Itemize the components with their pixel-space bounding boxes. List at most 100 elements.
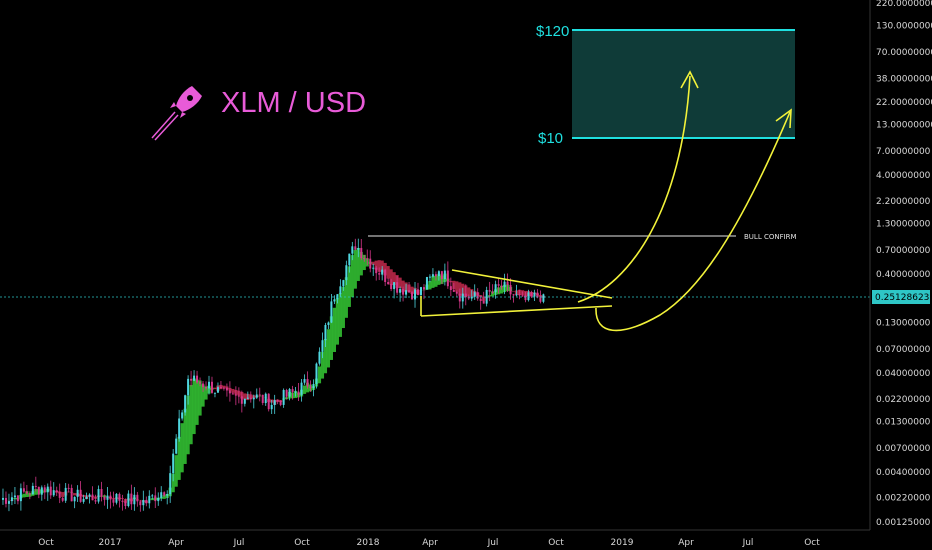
candle-body bbox=[208, 381, 210, 389]
candle-body bbox=[187, 378, 190, 396]
candle-body bbox=[309, 386, 312, 389]
candle-body bbox=[500, 285, 503, 288]
candle-body bbox=[7, 501, 10, 504]
candle-body bbox=[31, 485, 34, 495]
candle-body bbox=[315, 363, 318, 385]
candle-body bbox=[40, 487, 43, 495]
candle-body bbox=[118, 493, 121, 501]
candle-body bbox=[279, 401, 282, 405]
candle-body bbox=[339, 286, 342, 295]
candle-body bbox=[127, 493, 130, 507]
candle-body bbox=[46, 486, 49, 493]
candle-body bbox=[61, 497, 64, 501]
candle-body bbox=[82, 498, 85, 502]
candle-body bbox=[13, 495, 16, 498]
candle-body bbox=[190, 378, 193, 381]
y-tick-label: 0.07000000 bbox=[876, 345, 931, 355]
candle-body bbox=[363, 258, 366, 260]
candle-body bbox=[470, 296, 473, 299]
candle-body bbox=[16, 495, 19, 502]
candle-body bbox=[390, 284, 393, 290]
candle-body bbox=[142, 499, 145, 506]
target-high-label: $120 bbox=[536, 23, 569, 40]
y-tick-label: 0.02200000 bbox=[876, 395, 931, 405]
candle-body bbox=[175, 438, 178, 454]
candle-body bbox=[121, 500, 124, 502]
candle-body bbox=[518, 294, 521, 296]
candle-body bbox=[79, 489, 82, 502]
candle-body bbox=[542, 294, 545, 302]
candle-body bbox=[351, 246, 354, 254]
candle-body bbox=[318, 351, 321, 364]
candle-body bbox=[73, 496, 76, 502]
candle-body bbox=[354, 246, 357, 250]
candle-body bbox=[10, 497, 13, 502]
candle-body bbox=[94, 500, 97, 502]
candle-body bbox=[449, 286, 452, 290]
candle-body bbox=[419, 287, 422, 296]
candle-body bbox=[91, 494, 94, 501]
candle-body bbox=[115, 493, 118, 503]
candle-body bbox=[300, 382, 303, 395]
candle-body bbox=[458, 293, 461, 302]
candle-body bbox=[139, 501, 142, 506]
y-tick-label: 0.70000000 bbox=[876, 246, 931, 256]
candle-body bbox=[109, 495, 112, 500]
x-tick-label: 2019 bbox=[611, 538, 634, 548]
candle-body bbox=[399, 289, 402, 293]
triangle-bottom-line bbox=[420, 305, 613, 317]
candle-body bbox=[243, 398, 246, 404]
candle-body bbox=[133, 494, 136, 505]
candle-body bbox=[37, 486, 40, 495]
y-tick-label: 4.00000000 bbox=[876, 171, 931, 181]
y-tick-label: 70.00000000 bbox=[876, 48, 932, 58]
y-tick-label: 2.20000000 bbox=[876, 197, 931, 207]
candle-body bbox=[258, 394, 261, 396]
candle-body bbox=[414, 289, 417, 300]
x-tick-label: Oct bbox=[38, 538, 54, 548]
candle-body bbox=[479, 298, 482, 302]
candle-body bbox=[270, 404, 273, 410]
candle-body bbox=[381, 269, 384, 275]
x-tick-label: 2017 bbox=[99, 538, 122, 548]
candle-body bbox=[375, 267, 378, 274]
y-tick-label: 0.04000000 bbox=[876, 369, 931, 379]
y-axis: 220.00000000 130.00000000 70.00000000 38.00… bbox=[876, 0, 932, 528]
candle-body bbox=[22, 488, 25, 492]
candle-body bbox=[246, 397, 249, 399]
candle-body bbox=[202, 383, 205, 388]
candle-body bbox=[366, 258, 369, 260]
candle-body bbox=[360, 247, 363, 259]
x-tick-label: 2018 bbox=[357, 538, 380, 548]
candle-body bbox=[285, 390, 288, 397]
candle-body bbox=[524, 295, 527, 301]
candle-body bbox=[408, 290, 411, 293]
triangle-top-line bbox=[451, 269, 613, 299]
y-tick-label: 0.40000000 bbox=[876, 270, 931, 280]
candle-body bbox=[255, 394, 258, 398]
candle-body bbox=[539, 297, 542, 302]
y-tick-label: 7.00000000 bbox=[876, 147, 931, 157]
x-tick-label: Apr bbox=[422, 538, 438, 548]
candle-body bbox=[509, 285, 512, 295]
candle-body bbox=[443, 270, 446, 280]
y-tick-label: 0.13000000 bbox=[876, 318, 931, 328]
candle-body bbox=[67, 487, 70, 489]
candle-body bbox=[219, 387, 222, 389]
candle-body bbox=[461, 293, 464, 302]
y-tick-label: 0.01300000 bbox=[876, 417, 931, 427]
candle-body bbox=[88, 494, 91, 497]
chart-title: XLM / USD bbox=[221, 87, 366, 119]
candle-body bbox=[455, 291, 458, 294]
candle-body bbox=[85, 496, 88, 499]
candle-body bbox=[4, 497, 7, 504]
candle-body bbox=[231, 393, 234, 395]
projection-arrow-1-head bbox=[680, 70, 699, 89]
candle-body bbox=[348, 253, 351, 266]
candle-body bbox=[148, 495, 151, 504]
candle-body bbox=[467, 296, 470, 299]
rocket-icon bbox=[151, 86, 202, 141]
x-tick-label: Apr bbox=[168, 538, 184, 548]
candle-body bbox=[112, 499, 115, 503]
